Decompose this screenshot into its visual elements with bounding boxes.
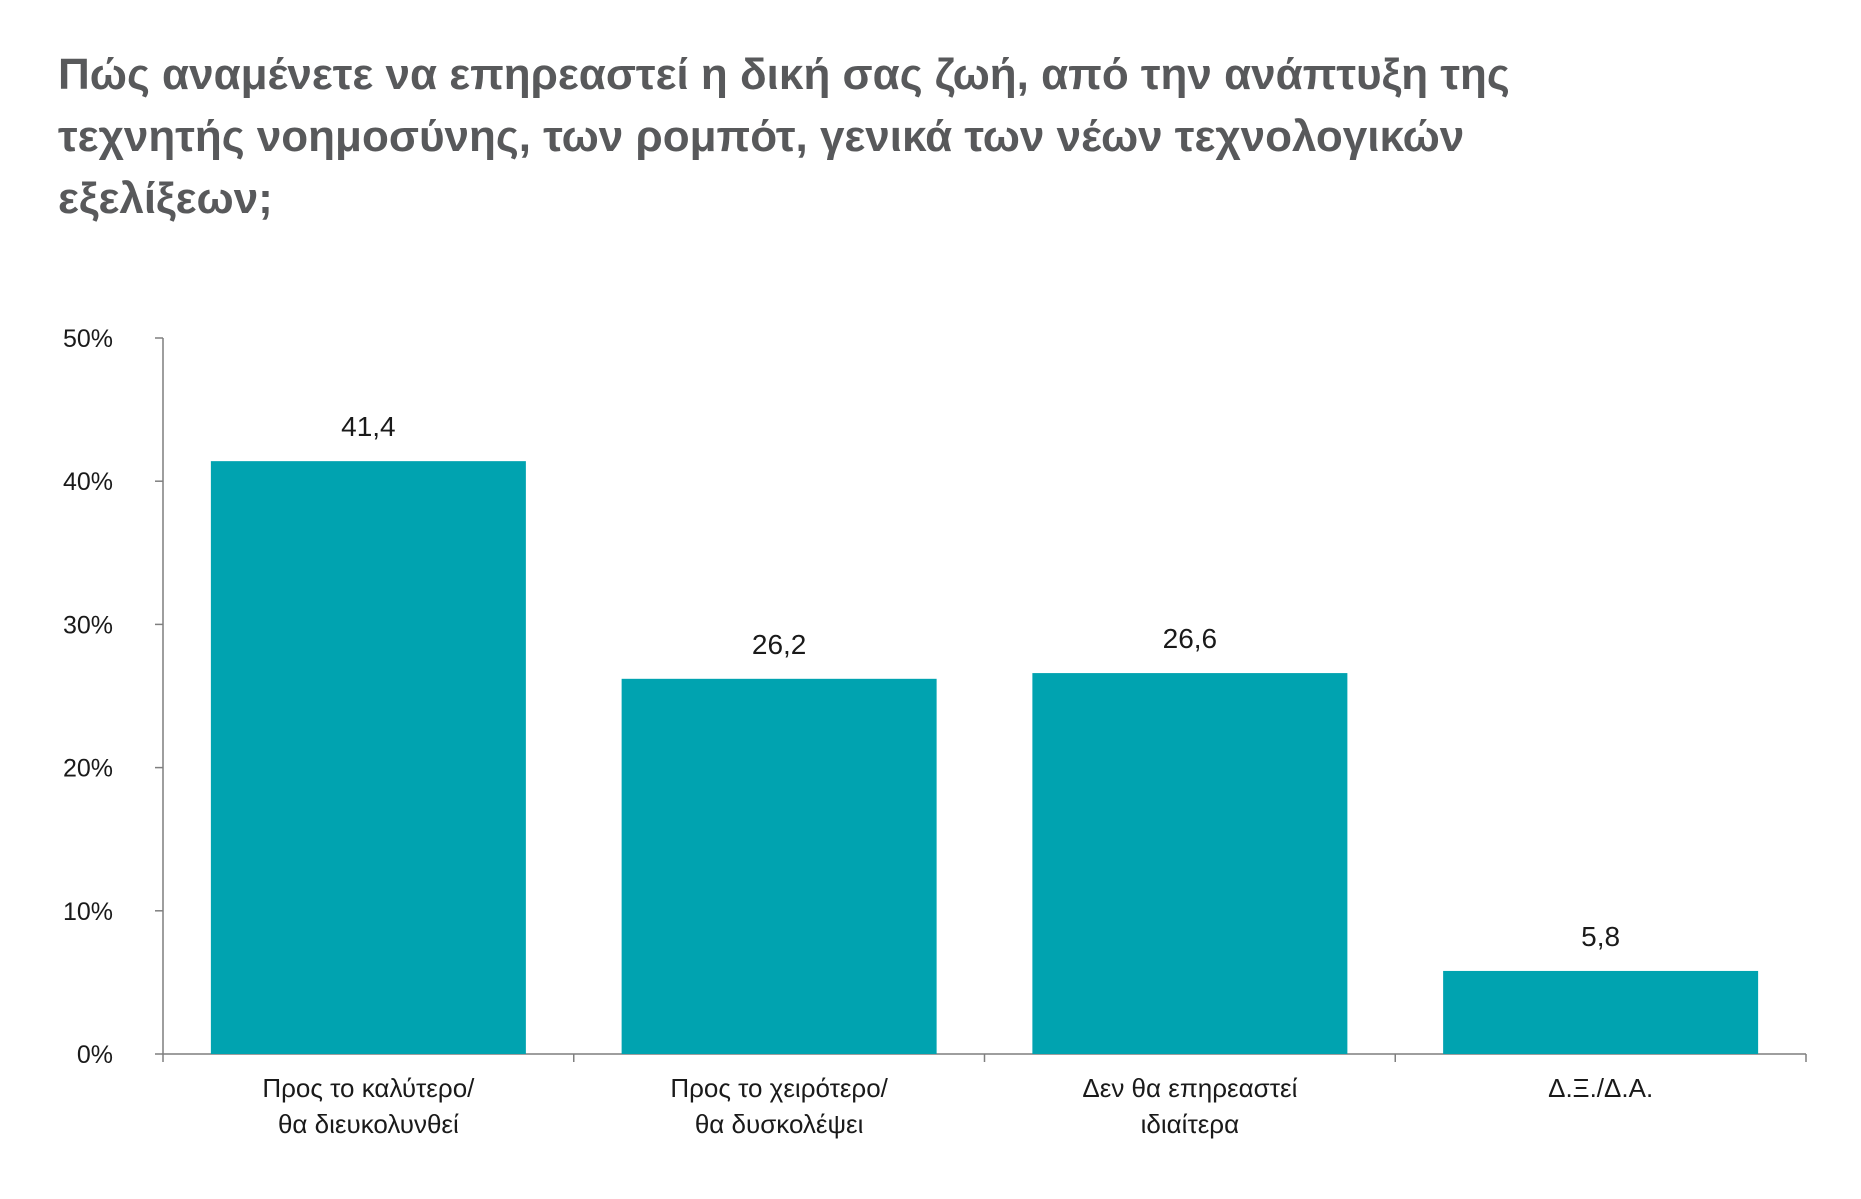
- y-tick-label: 0%: [77, 1041, 113, 1069]
- chart-title-line-1: Πώς αναμένετε να επηρεαστεί η δική σας ζ…: [58, 50, 1510, 99]
- x-category-label: θα δυσκολέψει: [695, 1109, 864, 1139]
- data-label: 41,4: [341, 411, 396, 442]
- y-tick-label: 10%: [63, 898, 113, 926]
- x-category-label: θα διευκολυνθεί: [278, 1109, 459, 1139]
- y-tick-label: 50%: [63, 325, 113, 353]
- x-category-label: Δ.Ξ./Δ.Α.: [1548, 1073, 1653, 1103]
- bar: [621, 678, 937, 1054]
- data-label: 5,8: [1581, 921, 1620, 952]
- bar: [1443, 970, 1759, 1054]
- y-tick-label: 30%: [63, 611, 113, 639]
- x-category-label: Δεν θα επηρεαστεί: [1082, 1073, 1297, 1103]
- bar: [1032, 673, 1348, 1054]
- data-label: 26,2: [752, 629, 807, 660]
- x-category-label: Προς το χειρότερο/: [670, 1073, 888, 1103]
- bar: [210, 461, 526, 1055]
- chart-title-line-3: εξελίξεων;: [58, 174, 273, 223]
- x-category-label: ιδιαίτερα: [1141, 1109, 1240, 1139]
- y-tick-label: 20%: [63, 755, 113, 783]
- y-tick-label: 40%: [63, 468, 113, 496]
- x-category-label: Προς το καλύτερο/: [262, 1073, 475, 1103]
- chart-title: Πώς αναμένετε να επηρεαστεί η δική σας ζ…: [58, 44, 1618, 230]
- data-label: 26,6: [1163, 623, 1218, 654]
- chart-title-line-2: τεχνητής νοημοσύνης, των ρομπότ, γενικά …: [58, 112, 1465, 161]
